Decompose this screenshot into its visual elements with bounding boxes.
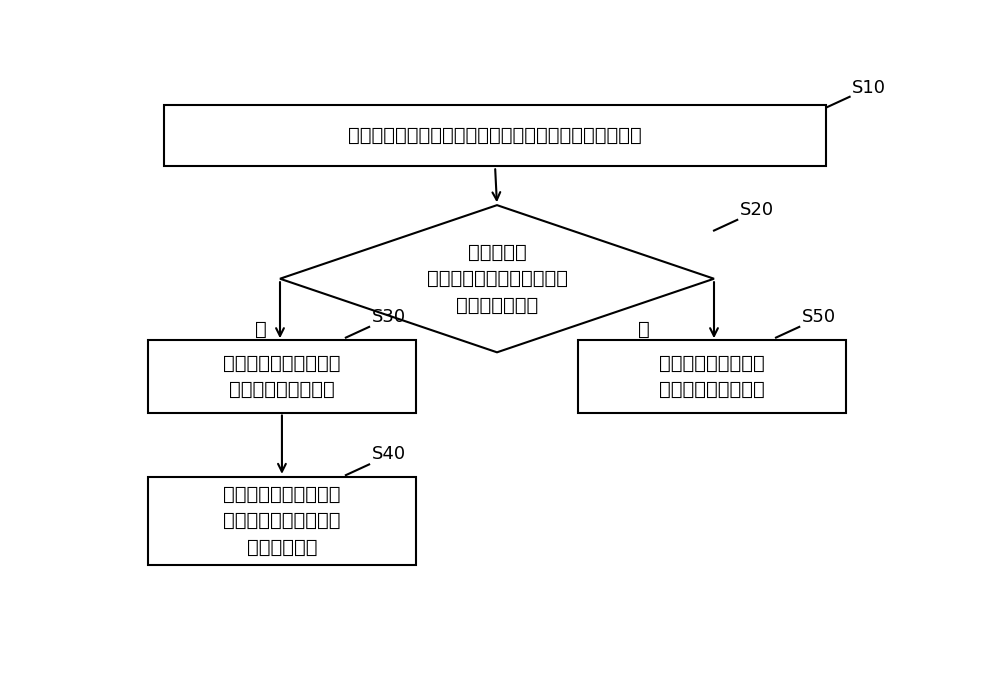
Text: S50: S50 (802, 308, 836, 326)
Text: S30: S30 (371, 308, 406, 326)
Text: S10: S10 (852, 79, 886, 97)
Text: 是: 是 (255, 320, 266, 339)
Text: 根据所述第一名单创
建对应的待分配任务: 根据所述第一名单创 建对应的待分配任务 (659, 354, 765, 399)
Text: 当接收到第一名单时，确定所述第一名单对应的客户标识: 当接收到第一名单时，确定所述第一名单对应的客户标识 (348, 126, 642, 145)
FancyBboxPatch shape (148, 341, 416, 413)
Polygon shape (280, 205, 714, 352)
Text: 判断存储器
中是否存储有携带所述客户
标识的第二名单: 判断存储器 中是否存储有携带所述客户 标识的第二名单 (426, 243, 568, 315)
Text: S20: S20 (740, 201, 774, 219)
Text: S40: S40 (371, 445, 406, 464)
FancyBboxPatch shape (164, 105, 826, 166)
Text: 检测所述第二名单是否
存在对应的活跃任务: 检测所述第二名单是否 存在对应的活跃任务 (223, 354, 341, 399)
Text: 否: 否 (638, 320, 650, 339)
FancyBboxPatch shape (148, 477, 416, 565)
FancyBboxPatch shape (578, 341, 846, 413)
Text: 若所述第二名单存在对
应的活跃任务，则执行
所述活跃任务: 若所述第二名单存在对 应的活跃任务，则执行 所述活跃任务 (223, 485, 341, 557)
